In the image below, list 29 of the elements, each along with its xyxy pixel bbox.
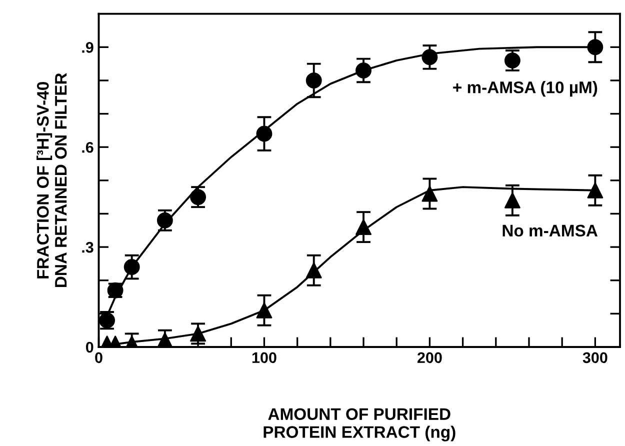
x-tick-label: 300 bbox=[582, 352, 608, 364]
point bbox=[504, 52, 520, 68]
point bbox=[256, 126, 272, 142]
point bbox=[156, 332, 173, 347]
point bbox=[124, 259, 140, 276]
point bbox=[504, 192, 520, 208]
point bbox=[99, 312, 115, 328]
y-axis-title: FRACTION OF [³H]-SV-40 DNA RETAINED ON FILTER bbox=[36, 73, 67, 288]
point bbox=[356, 219, 372, 236]
point bbox=[256, 302, 272, 318]
y-tick-label: .6 bbox=[82, 142, 94, 153]
point bbox=[190, 189, 206, 206]
point bbox=[587, 182, 604, 198]
y-tick-label: 0 bbox=[86, 342, 94, 353]
point bbox=[356, 62, 372, 78]
y-tick-label: .9 bbox=[82, 42, 94, 53]
point bbox=[306, 262, 322, 278]
point bbox=[422, 49, 438, 66]
x-tick-label: 200 bbox=[417, 352, 442, 364]
point bbox=[156, 212, 173, 228]
x-axis-title: AMOUNT OF PURIFIED PROTEIN EXTRACT (ng) bbox=[264, 408, 456, 442]
x-tick-label: 0 bbox=[95, 352, 102, 364]
series-label: No m-AMSA bbox=[502, 224, 598, 237]
point bbox=[306, 72, 322, 88]
point bbox=[422, 186, 438, 202]
point bbox=[587, 39, 604, 56]
y-tick-label: .3 bbox=[82, 242, 94, 253]
x-tick-label: 100 bbox=[252, 352, 276, 364]
legend-label: + m-AMSA (10 µM) bbox=[453, 81, 598, 97]
